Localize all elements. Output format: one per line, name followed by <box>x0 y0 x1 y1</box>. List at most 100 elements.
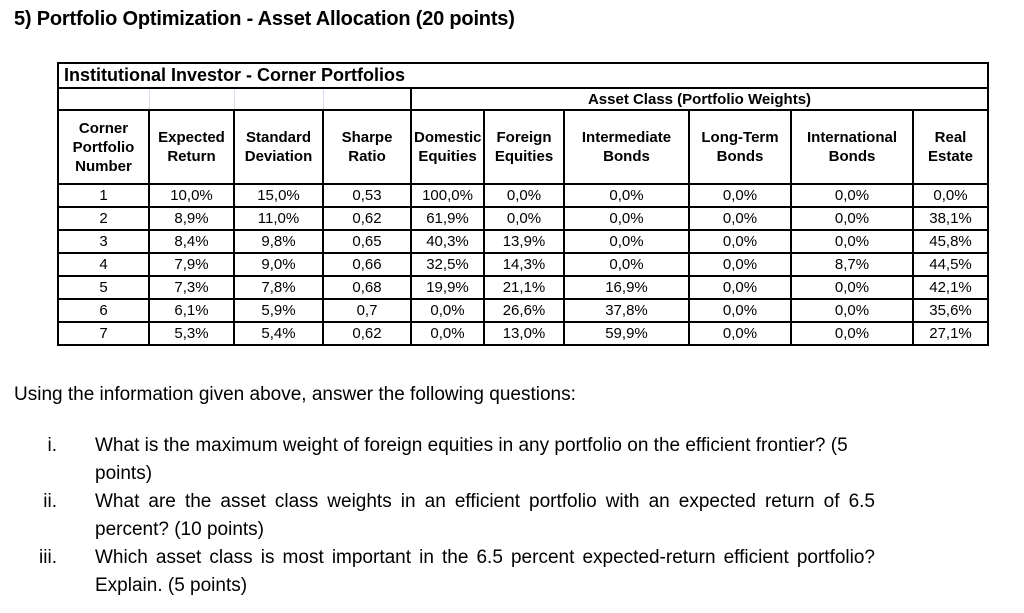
table-cell: 8,9% <box>148 206 235 231</box>
table-cell: 0,65 <box>322 229 412 254</box>
table-cell: 0,0% <box>790 229 914 254</box>
table-cell: 0,66 <box>322 252 412 277</box>
page-title: 5) Portfolio Optimization - Asset Alloca… <box>14 8 515 30</box>
table-cell: 15,0% <box>233 183 324 208</box>
table-row: 6 6,1% 5,9% 0,7 0,0% 26,6% 37,8% 0,0% 0,0% 35,6% <box>57 298 990 323</box>
table-title: Institutional Investor - Corner Portfoli… <box>56 62 990 89</box>
table-cell: 42,1% <box>911 275 990 300</box>
question-numeral: ii. <box>43 491 57 512</box>
table-cell: 38,1% <box>911 206 990 231</box>
question-item-ii: ii. What are the asset class weights in … <box>0 488 1010 544</box>
col-header-expected-return: Expected Return <box>148 109 235 185</box>
table-cell: 59,9% <box>563 321 690 346</box>
table-cell: 0,0% <box>410 298 485 323</box>
table-cell: 0,0% <box>688 298 792 323</box>
table-row: 7 5,3% 5,4% 0,62 0,0% 13,0% 59,9% 0,0% 0,0% 27,1% <box>57 321 990 346</box>
col-header-intermediate-bonds: Intermediate Bonds <box>563 109 690 185</box>
table-cell: 5,4% <box>233 321 324 346</box>
table-row: 1 10,0% 15,0% 0,53 100,0% 0,0% 0,0% 0,0% 0,0% 0,0… <box>57 183 990 208</box>
question-item-iii: iii. Which asset class is most important… <box>0 544 1010 600</box>
blank-cell <box>233 87 324 111</box>
col-header-international-bonds: International Bonds <box>790 109 914 185</box>
table-cell: 6 <box>57 298 150 323</box>
table-cell: 0,0% <box>563 183 690 208</box>
col-header-foreign-equities: Foreign Equities <box>483 109 565 185</box>
table-cell: 7,3% <box>148 275 235 300</box>
table-cell: 0,0% <box>790 275 914 300</box>
blank-cell <box>148 87 235 111</box>
table-cell: 0,0% <box>688 252 792 277</box>
table-cell: 11,0% <box>233 206 324 231</box>
column-header-row: Corner Portfolio Number Expected Return … <box>57 109 990 185</box>
table-cell: 5,3% <box>148 321 235 346</box>
table-cell: 1 <box>57 183 150 208</box>
table-cell: 9,8% <box>233 229 324 254</box>
table-cell: 0,0% <box>563 229 690 254</box>
table-cell: 14,3% <box>483 252 565 277</box>
table-cell: 0,0% <box>911 183 990 208</box>
group-header-row: Asset Class (Portfolio Weights) <box>57 87 990 111</box>
table-cell: 32,5% <box>410 252 485 277</box>
question-numeral: iii. <box>39 547 57 568</box>
question-numeral: i. <box>47 435 58 456</box>
table-cell: 7 <box>57 321 150 346</box>
blank-cell <box>57 87 150 111</box>
table-cell: 0,0% <box>790 298 914 323</box>
table-cell: 0,0% <box>563 206 690 231</box>
table-cell: 0,0% <box>790 183 914 208</box>
table-cell: 0,68 <box>322 275 412 300</box>
table-cell: 5,9% <box>233 298 324 323</box>
questions-list: i. What is the maximum weight of foreign… <box>0 432 1010 600</box>
instruction-text: Using the information given above, answe… <box>14 384 576 405</box>
col-header-real-estate: Real Estate <box>911 109 990 185</box>
table-cell: 0,0% <box>688 206 792 231</box>
col-header-sharpe-ratio: Sharpe Ratio <box>322 109 412 185</box>
table-cell: 0,0% <box>790 206 914 231</box>
table-cell: 0,0% <box>483 183 565 208</box>
table-cell: 0,0% <box>688 321 792 346</box>
table-cell: 13,0% <box>483 321 565 346</box>
table-cell: 0,7 <box>322 298 412 323</box>
table-cell: 100,0% <box>410 183 485 208</box>
table-cell: 45,8% <box>911 229 990 254</box>
question-text: What are the asset class weights in an e… <box>95 491 875 540</box>
table-cell: 7,8% <box>233 275 324 300</box>
table-cell: 4 <box>57 252 150 277</box>
table-title-row: Institutional Investor - Corner Portfoli… <box>56 62 990 89</box>
col-header-long-term-bonds: Long-Term Bonds <box>688 109 792 185</box>
table-cell: 44,5% <box>911 252 990 277</box>
table-cell: 0,0% <box>688 183 792 208</box>
table-cell: 0,0% <box>688 229 792 254</box>
table-cell: 16,9% <box>563 275 690 300</box>
table-cell: 8,7% <box>790 252 914 277</box>
table-cell: 3 <box>57 229 150 254</box>
table-row: 4 7,9% 9,0% 0,66 32,5% 14,3% 0,0% 0,0% 8,7% 44,5% <box>57 252 990 277</box>
table-cell: 0,0% <box>410 321 485 346</box>
asset-class-group-header: Asset Class (Portfolio Weights) <box>409 87 990 111</box>
table-cell: 2 <box>57 206 150 231</box>
question-text: Which asset class is most important in t… <box>95 547 875 596</box>
corner-portfolios-table: Institutional Investor - Corner Portfoli… <box>56 62 990 346</box>
table-cell: 37,8% <box>563 298 690 323</box>
table-row: 5 7,3% 7,8% 0,68 19,9% 21,1% 16,9% 0,0% 0,0% 42,1… <box>57 275 990 300</box>
col-header-domestic-equities: Domestic Equities <box>410 109 485 185</box>
table-row: 2 8,9% 11,0% 0,62 61,9% 0,0% 0,0% 0,0% 0,0% 38,1% <box>57 206 990 231</box>
table-cell: 13,9% <box>483 229 565 254</box>
table-cell: 0,0% <box>483 206 565 231</box>
table-cell: 6,1% <box>148 298 235 323</box>
table-body: 1 10,0% 15,0% 0,53 100,0% 0,0% 0,0% 0,0% 0,0% 0,0… <box>57 183 990 346</box>
table-cell: 0,53 <box>322 183 412 208</box>
table-cell: 8,4% <box>148 229 235 254</box>
table-cell: 0,62 <box>322 206 412 231</box>
col-header-standard-deviation: Standard Deviation <box>233 109 324 185</box>
table-cell: 61,9% <box>410 206 485 231</box>
table-cell: 7,9% <box>148 252 235 277</box>
table-row: 3 8,4% 9,8% 0,65 40,3% 13,9% 0,0% 0,0% 0,0% 45,8% <box>57 229 990 254</box>
table-cell: 26,6% <box>483 298 565 323</box>
table-cell: 10,0% <box>148 183 235 208</box>
table-cell: 0,0% <box>688 275 792 300</box>
table-cell: 0,0% <box>563 252 690 277</box>
table-cell: 0,0% <box>790 321 914 346</box>
table-cell: 9,0% <box>233 252 324 277</box>
